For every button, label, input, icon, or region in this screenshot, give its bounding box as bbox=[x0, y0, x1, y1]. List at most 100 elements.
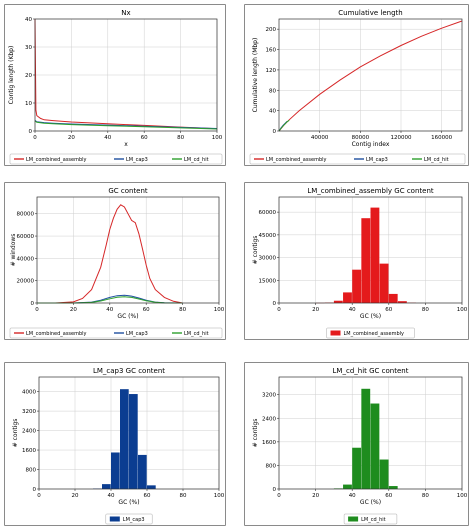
series-line-2 bbox=[34, 120, 218, 129]
histogram-bar bbox=[102, 484, 111, 489]
x-axis-label: GC (%) bbox=[118, 499, 139, 506]
y-tick-label: 80 bbox=[269, 88, 276, 94]
y-tick-label: 45000 bbox=[259, 233, 277, 239]
y-tick-label: 0 bbox=[29, 129, 33, 135]
histogram-bar bbox=[379, 459, 389, 489]
y-tick-label: 30000 bbox=[259, 256, 277, 262]
y-tick-label: 3200 bbox=[262, 393, 276, 399]
legend-label-1: LM_cap3 bbox=[123, 517, 145, 523]
chart-nx: Nx 0 20 40 60 80 100 0 10 20 30 40 x Contig length (K… bbox=[8, 9, 223, 165]
chart-title: LM_combined_assembly GC content bbox=[307, 187, 434, 195]
y-tick-label: 80000 bbox=[17, 212, 35, 218]
y-axis-label: Cumulative length (Mbp) bbox=[252, 38, 259, 113]
chart-gc: GC content 0 20 40 60 80 100 0 20000 40000 60000 80… bbox=[9, 187, 225, 339]
x-tick-label: 40 bbox=[108, 493, 115, 499]
x-tick-label: 40000 bbox=[311, 135, 329, 141]
y-tick-label: 4000 bbox=[22, 390, 36, 396]
y-tick-label: 800 bbox=[26, 468, 37, 474]
y-tick-label: 15000 bbox=[259, 278, 277, 284]
histogram-bar bbox=[352, 447, 362, 489]
x-tick-label: 40 bbox=[104, 135, 111, 141]
x-tick-label: 60 bbox=[143, 307, 150, 313]
histogram-bar bbox=[343, 292, 352, 303]
x-tick-label: 60 bbox=[144, 493, 151, 499]
y-tick-label: 20000 bbox=[17, 279, 35, 285]
y-tick-label: 160 bbox=[266, 48, 277, 54]
histogram-bar bbox=[370, 207, 380, 303]
x-tick-label: 100 bbox=[212, 135, 223, 141]
series-line-1 bbox=[34, 18, 218, 130]
series-line-3 bbox=[278, 119, 290, 132]
panel-gc-cap3: LM_cap3 GC content 0 20 40 60 80 100 0 800 1600 24… bbox=[4, 362, 226, 526]
x-tick-label: 80 bbox=[422, 493, 429, 499]
histogram-bar bbox=[388, 486, 398, 489]
x-tick-label: 80 bbox=[422, 307, 429, 313]
histogram-bar bbox=[370, 403, 380, 489]
chart-title: Nx bbox=[121, 9, 130, 17]
legend-swatch-1 bbox=[348, 516, 359, 522]
histogram-bar bbox=[120, 389, 129, 489]
x-tick-label: 100 bbox=[214, 493, 225, 499]
x-tick-label: 80000 bbox=[352, 135, 370, 141]
series-line-1 bbox=[278, 20, 463, 132]
histogram-bar bbox=[388, 293, 398, 303]
x-tick-label: 0 bbox=[37, 493, 41, 499]
histogram-bar bbox=[397, 301, 407, 303]
y-axis-label: Contig length (Kbp) bbox=[8, 46, 15, 105]
y-tick-label: 40 bbox=[25, 17, 32, 23]
y-tick-label: 40 bbox=[269, 109, 276, 115]
plot-frame bbox=[278, 376, 463, 490]
histogram-bar bbox=[352, 269, 362, 303]
x-tick-label: 60 bbox=[385, 493, 392, 499]
x-tick-label: 20 bbox=[312, 493, 319, 499]
y-tick-label: 0 bbox=[33, 487, 37, 493]
y-tick-label: 2400 bbox=[22, 429, 36, 435]
x-tick-label: 100 bbox=[457, 307, 468, 313]
panel-gc: GC content 0 20 40 60 80 100 0 20000 40000 60000 80… bbox=[4, 182, 226, 340]
y-tick-label: 60000 bbox=[17, 234, 35, 240]
legend-swatch-1 bbox=[330, 330, 341, 336]
panel-nx: Nx 0 20 40 60 80 100 0 10 20 30 40 x Contig length (K… bbox=[4, 4, 226, 166]
chart-gc-cdhit: LM_cd_hit GC content 0 20 40 60 80 100 0 800 1600… bbox=[252, 367, 468, 525]
legend-label-3: LM_cd_hit bbox=[424, 157, 449, 163]
y-axis-label: # windows bbox=[10, 234, 17, 267]
y-tick-label: 0 bbox=[273, 301, 277, 307]
y-tick-label: 0 bbox=[31, 301, 35, 307]
x-axis-label: GC (%) bbox=[360, 499, 381, 506]
legend-label-1: LM_cd_hit bbox=[361, 517, 386, 523]
legend-label-1: LM_combined_assembly bbox=[26, 157, 87, 163]
y-tick-label: 60000 bbox=[259, 210, 277, 216]
y-tick-label: 10 bbox=[25, 101, 32, 107]
histogram-bar bbox=[147, 485, 156, 489]
x-axis-label: GC (%) bbox=[360, 313, 381, 320]
x-tick-label: 40 bbox=[106, 307, 113, 313]
histogram-bar bbox=[138, 454, 147, 489]
chart-title: LM_cap3 GC content bbox=[93, 367, 165, 375]
chart-cumulative: Cumulative length 40000 80000 120000 160000 0… bbox=[249, 9, 466, 165]
x-tick-label: 40 bbox=[349, 493, 356, 499]
plot-frame bbox=[38, 376, 220, 490]
y-tick-label: 200 bbox=[266, 27, 277, 33]
plot-frame bbox=[36, 196, 220, 304]
legend-label-1: LM_combined_assembly bbox=[26, 331, 87, 337]
legend-box bbox=[326, 327, 415, 339]
x-tick-label: 0 bbox=[33, 135, 37, 141]
legend-label-2: LM_cap3 bbox=[126, 331, 148, 337]
x-tick-label: 20 bbox=[68, 135, 75, 141]
y-tick-label: 30 bbox=[25, 45, 32, 51]
x-tick-label: 20 bbox=[70, 307, 77, 313]
x-tick-label: 100 bbox=[214, 307, 225, 313]
x-tick-label: 100 bbox=[457, 493, 468, 499]
y-axis-label: # contigs bbox=[12, 419, 19, 448]
legend-label-3: LM_cd_hit bbox=[184, 331, 209, 337]
x-tick-label: 160000 bbox=[431, 135, 452, 141]
x-tick-label: 80 bbox=[179, 307, 186, 313]
histogram-bar bbox=[379, 263, 389, 303]
x-axis-label: GC (%) bbox=[117, 313, 138, 320]
y-tick-label: 2400 bbox=[262, 416, 276, 422]
legend-label-1: LM_combined_assembly bbox=[266, 157, 327, 163]
histogram-bar bbox=[111, 452, 120, 489]
series-line-1 bbox=[37, 204, 183, 304]
x-tick-label: 80 bbox=[177, 135, 184, 141]
x-tick-label: 0 bbox=[277, 307, 281, 313]
